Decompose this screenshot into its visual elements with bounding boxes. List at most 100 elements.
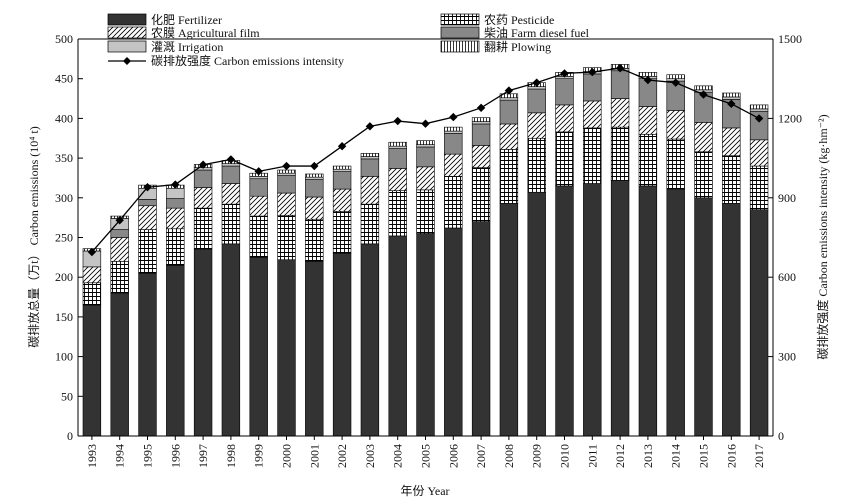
bar-2007-series-4	[471, 121, 491, 125]
bar-1996-series-0	[166, 264, 185, 437]
bar-2008-series-4	[499, 97, 519, 101]
bar-1999-series-3	[249, 178, 268, 197]
bar-2013-series-0	[638, 185, 658, 437]
left-tick-label-400: 400	[55, 111, 73, 125]
intensity-line-layer	[87, 63, 764, 257]
bar-1993-series-0	[82, 304, 102, 437]
bar-2011-series-1	[583, 127, 602, 184]
intensity-point-2008	[504, 86, 514, 95]
intensity-point-1996	[171, 180, 180, 189]
bar-2013-series-2	[638, 106, 658, 135]
legend-label-irrig: 灌溉 Irrigation	[151, 40, 223, 54]
bar-2010-series-1	[555, 131, 574, 187]
intensity-point-1994	[115, 216, 124, 225]
bar-1996-series-1	[166, 228, 185, 266]
bar-2005-series-0	[416, 233, 435, 437]
bar-2002-series-2	[332, 188, 352, 212]
bars-layer	[82, 64, 769, 437]
bar-2004-series-5	[388, 141, 407, 147]
bar-2016-series-4	[722, 96, 741, 100]
left-axis-ticks: 0 50 100 150 200 250 300 350 400 450 500	[55, 32, 83, 443]
bar-2017-series-5	[749, 104, 769, 110]
intensity-point-1995	[143, 183, 152, 192]
bar-2017-series-1	[749, 165, 769, 211]
left-tick-label-100: 100	[55, 350, 73, 364]
bar-2001-series-4	[305, 176, 324, 180]
bar-2003-series-5	[360, 153, 380, 157]
legend-swatch-pest	[440, 13, 480, 26]
x-tick-label-2017: 2017	[752, 444, 766, 468]
left-axis-title: 碳排放总量（万t） Carbon emissions (10⁴ t)	[26, 126, 41, 348]
intensity-point-1993	[87, 247, 97, 257]
intensity-point-1999	[254, 167, 263, 176]
x-tick-label-2001: 2001	[307, 444, 321, 468]
bar-2014-series-0	[666, 188, 685, 437]
x-tick-label-2010: 2010	[558, 444, 572, 468]
bar-2005-series-1	[416, 189, 435, 234]
intensity-point-1998	[226, 155, 236, 164]
intensity-point-2000	[282, 161, 291, 171]
bar-2004-series-1	[388, 190, 407, 237]
right-tick-label-600: 600	[778, 270, 796, 284]
bar-1994-series-0	[110, 292, 129, 437]
bar-2014-series-1	[666, 138, 685, 190]
legend-swatch-film	[107, 26, 147, 39]
x-tick-label-2003: 2003	[363, 444, 377, 468]
bar-2012-series-0	[610, 180, 630, 437]
bar-2001-series-5	[305, 173, 324, 178]
x-tick-label-2014: 2014	[669, 444, 683, 468]
bar-2002-series-4	[332, 168, 352, 172]
bar-2016-series-5	[722, 92, 741, 98]
bar-1999-series-0	[249, 257, 268, 437]
bar-2009-series-2	[527, 112, 546, 139]
bar-2004-series-3	[388, 148, 407, 169]
bar-2004-series-4	[388, 145, 407, 149]
bar-1996-series-2	[166, 207, 185, 230]
x-tick-label-2002: 2002	[335, 444, 349, 468]
bar-2009-series-4	[527, 86, 546, 90]
bar-1993-series-2	[82, 266, 102, 284]
bar-2008-series-3	[499, 99, 519, 125]
bar-1996-series-4	[166, 187, 185, 199]
legend-label-fert: 化肥 Fertilizer	[151, 13, 222, 27]
bar-2007-series-2	[471, 145, 491, 168]
legend-label-line: 碳排放强度 Carbon emissions intensity	[151, 53, 344, 68]
right-tick-label-900: 900	[778, 191, 796, 205]
legend: 化肥 Fertilizer 农药 Pesticide 农膜 Agricultural…	[107, 13, 590, 68]
left-tick-label-500: 500	[55, 32, 73, 46]
bar-1999-series-1	[249, 215, 268, 258]
bar-1997-series-2	[193, 187, 213, 209]
bar-1997-series-3	[193, 169, 213, 188]
intensity-point-2017	[754, 114, 764, 123]
bar-1998-series-1	[221, 203, 241, 245]
right-axis-title: 碳排放强度 Carbon emissions intensity (kg·hm⁻…	[815, 114, 830, 359]
bar-2011-series-0	[583, 183, 602, 437]
x-tick-label-1997: 1997	[196, 444, 210, 468]
legend-label-film: 农膜 Agricultural film	[151, 26, 260, 40]
intensity-point-2001	[310, 161, 319, 171]
x-tick-label-1998: 1998	[224, 444, 238, 468]
left-tick-label-250: 250	[55, 231, 73, 245]
bar-1993-series-1	[82, 282, 102, 306]
bar-1996-series-3	[166, 198, 185, 209]
bar-2004-series-2	[388, 168, 407, 191]
left-tick-label-50: 50	[61, 389, 73, 403]
bar-1997-series-0	[193, 249, 213, 437]
x-tick-label-2011: 2011	[585, 444, 599, 468]
bar-2015-series-2	[694, 122, 713, 153]
bar-2011-series-3	[583, 73, 602, 102]
x-tick-label-2009: 2009	[530, 444, 544, 468]
x-tick-label-2006: 2006	[446, 444, 460, 468]
bar-2003-series-4	[360, 156, 380, 160]
bar-2002-series-1	[332, 211, 352, 254]
bar-1995-series-1	[138, 229, 157, 274]
intensity-point-2005	[421, 119, 430, 128]
x-tick-label-2016: 2016	[724, 444, 738, 468]
bar-2002-series-0	[332, 253, 352, 437]
bar-2003-series-2	[360, 176, 380, 205]
bar-2016-series-1	[722, 155, 741, 204]
intensity-point-2014	[671, 78, 680, 87]
bar-2010-series-3	[555, 78, 574, 106]
bar-2016-series-2	[722, 127, 741, 157]
bar-2005-series-5	[416, 140, 435, 145]
